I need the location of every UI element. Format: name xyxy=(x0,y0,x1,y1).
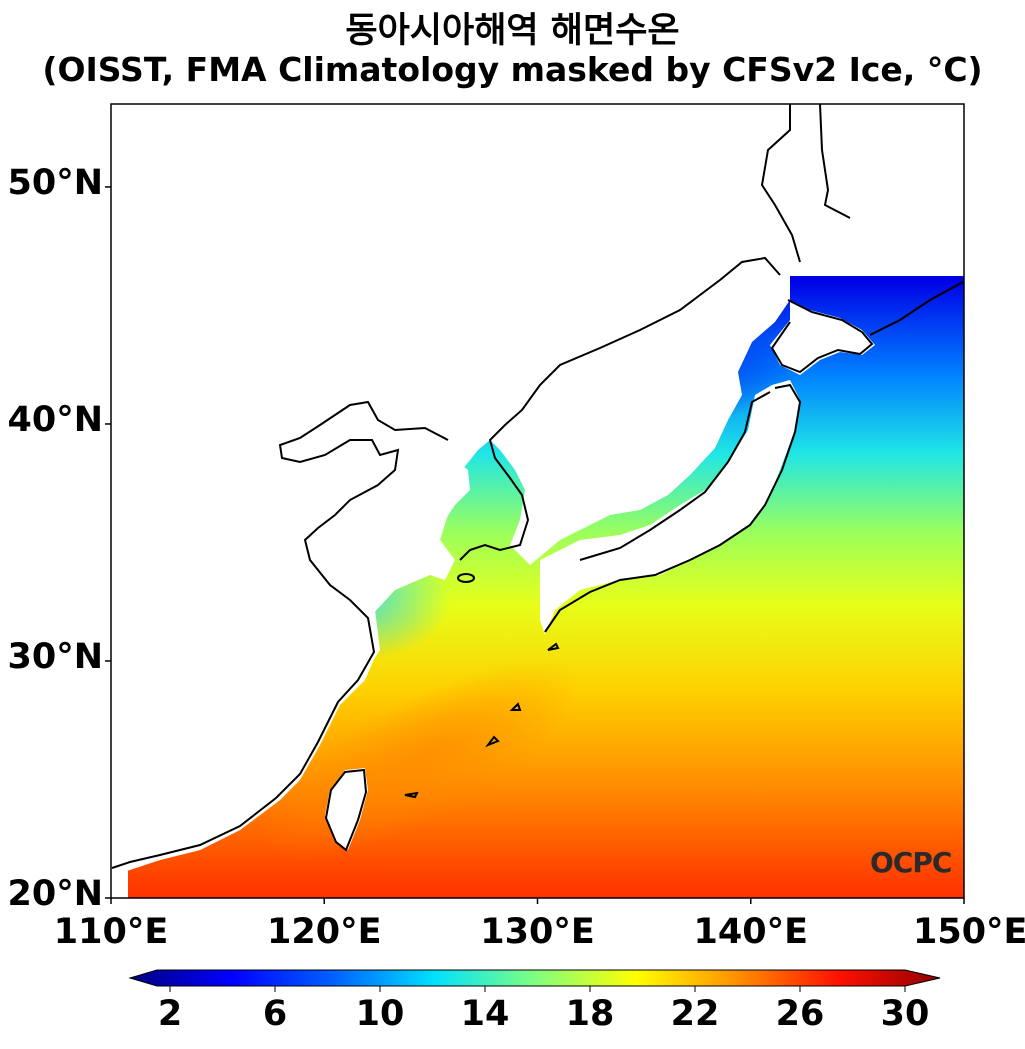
japan-land xyxy=(540,380,800,635)
lon-tick-label: 150°E xyxy=(913,912,1025,952)
colorbar-tick-label: 22 xyxy=(670,994,720,1034)
lon-tick-label: 130°E xyxy=(480,912,595,952)
colorbar-tick-label: 2 xyxy=(157,994,183,1034)
lon-tick-label: 120°E xyxy=(267,912,382,952)
map-title: 동아시아해역 해면수온 xyxy=(345,11,680,51)
colorbar-tick-label: 18 xyxy=(565,994,615,1034)
map-subtitle: (OISST, FMA Climatology masked by CFSv2 … xyxy=(42,50,983,89)
lon-tick-label: 140°E xyxy=(693,912,808,952)
sst-field xyxy=(111,104,964,898)
coastlines xyxy=(111,104,964,869)
lat-tick-label: 30°N xyxy=(7,636,104,677)
colorbar-tick-label: 14 xyxy=(460,994,510,1034)
lat-tick-label: 20°N xyxy=(7,874,104,914)
colorbar-tick-label: 10 xyxy=(355,994,405,1034)
taiwan-land xyxy=(325,768,368,850)
colorbar-tick-label: 6 xyxy=(262,994,288,1034)
ocpc-logo: OCPC xyxy=(870,846,952,879)
axis-ticks xyxy=(105,186,965,904)
hokkaido-land xyxy=(770,300,875,375)
colorbar-tick-label: 30 xyxy=(880,994,930,1034)
lat-tick-label: 40°N xyxy=(7,399,104,440)
lon-tick-label: 110°E xyxy=(53,912,169,952)
colorbar-tick-label: 26 xyxy=(775,994,825,1034)
colorbar xyxy=(128,969,941,992)
lat-tick-label: 50°N xyxy=(7,162,104,203)
